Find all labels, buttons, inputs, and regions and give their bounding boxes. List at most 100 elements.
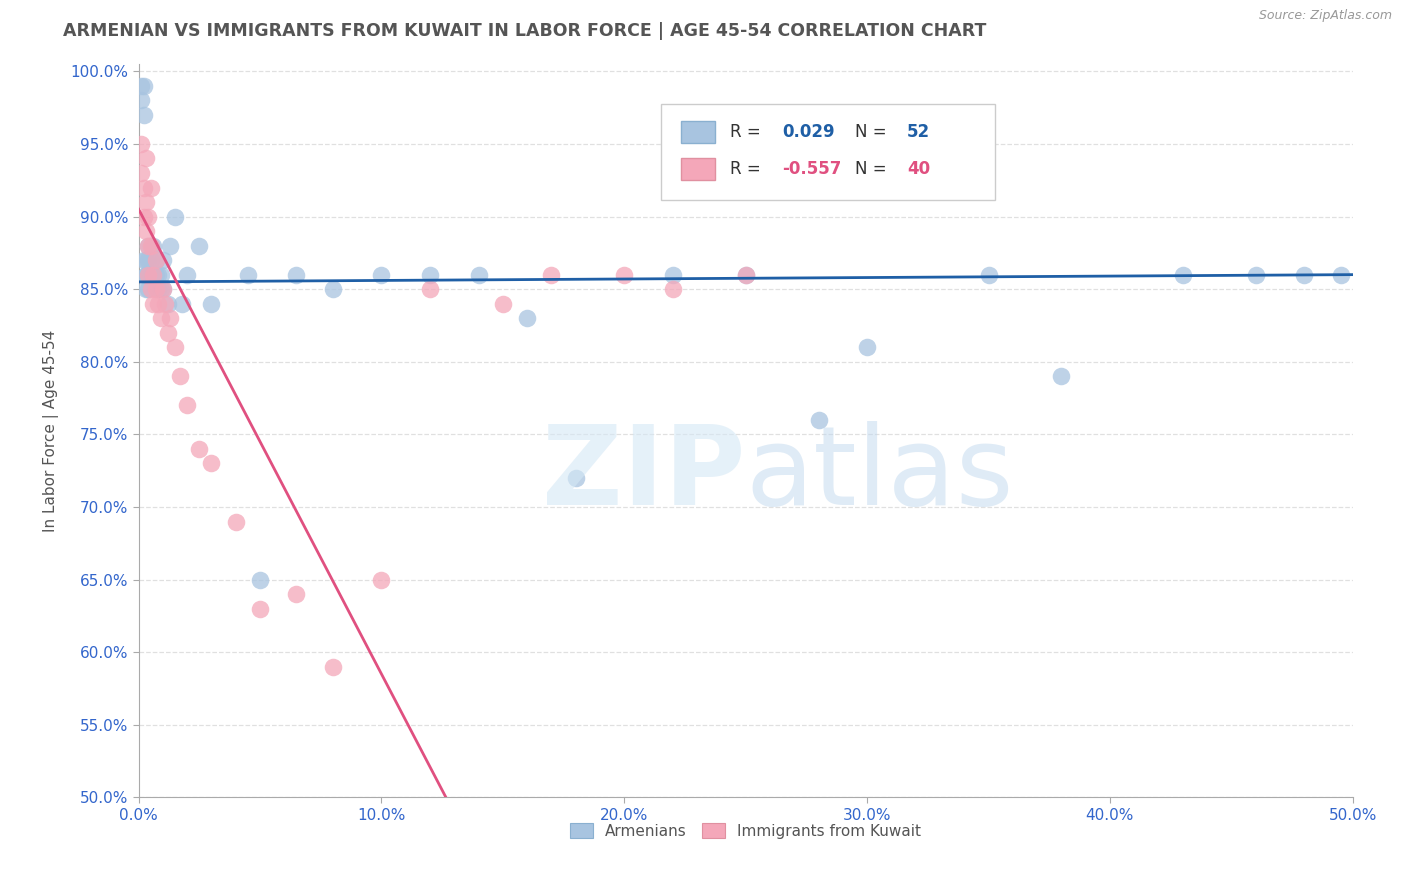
- Point: [172, 296, 194, 310]
- Point: [225, 515, 247, 529]
- Point: [132, 210, 155, 224]
- Point: [169, 369, 191, 384]
- Text: 52: 52: [907, 123, 931, 141]
- FancyBboxPatch shape: [661, 104, 994, 200]
- FancyBboxPatch shape: [682, 158, 716, 180]
- Point: [135, 268, 157, 282]
- Point: [662, 282, 685, 296]
- Point: [145, 268, 167, 282]
- Point: [129, 78, 152, 93]
- Point: [129, 94, 152, 108]
- Text: ZIP: ZIP: [543, 421, 745, 528]
- Point: [236, 268, 259, 282]
- Point: [856, 340, 879, 354]
- Point: [146, 268, 169, 282]
- Point: [139, 238, 162, 252]
- Point: [564, 471, 586, 485]
- Point: [132, 78, 155, 93]
- Point: [540, 268, 562, 282]
- Point: [419, 282, 441, 296]
- Text: -0.557: -0.557: [782, 160, 842, 178]
- Point: [285, 268, 308, 282]
- Point: [138, 238, 160, 252]
- Text: 40: 40: [907, 160, 931, 178]
- Point: [285, 587, 308, 601]
- Point: [155, 296, 177, 310]
- Point: [149, 282, 172, 296]
- Point: [176, 268, 198, 282]
- Point: [135, 268, 157, 282]
- Point: [132, 253, 155, 268]
- Point: [139, 180, 162, 194]
- Point: [138, 282, 160, 296]
- Point: [138, 253, 160, 268]
- Point: [734, 268, 756, 282]
- Point: [152, 282, 174, 296]
- Point: [142, 268, 165, 282]
- Text: Source: ZipAtlas.com: Source: ZipAtlas.com: [1258, 9, 1392, 22]
- Text: atlas: atlas: [745, 421, 1014, 528]
- Point: [1244, 268, 1267, 282]
- Point: [138, 268, 160, 282]
- Point: [156, 296, 179, 310]
- Point: [138, 210, 160, 224]
- Point: [135, 194, 157, 209]
- Point: [492, 296, 515, 310]
- Point: [322, 659, 344, 673]
- Point: [159, 311, 181, 326]
- FancyBboxPatch shape: [682, 121, 716, 144]
- Point: [149, 268, 172, 282]
- Point: [145, 253, 167, 268]
- Point: [156, 326, 179, 340]
- Point: [165, 340, 187, 354]
- Text: 0.029: 0.029: [782, 123, 835, 141]
- Point: [152, 282, 174, 296]
- Point: [1329, 268, 1351, 282]
- Point: [370, 268, 392, 282]
- Point: [419, 268, 441, 282]
- Point: [138, 268, 160, 282]
- Point: [149, 311, 172, 326]
- Point: [132, 180, 155, 194]
- Point: [249, 601, 271, 615]
- Legend: Armenians, Immigrants from Kuwait: Armenians, Immigrants from Kuwait: [564, 817, 928, 845]
- Text: N =: N =: [855, 160, 891, 178]
- Point: [176, 398, 198, 412]
- Y-axis label: In Labor Force | Age 45-54: In Labor Force | Age 45-54: [44, 330, 59, 532]
- Point: [188, 238, 211, 252]
- Point: [467, 268, 489, 282]
- Text: R =: R =: [730, 160, 766, 178]
- Point: [145, 253, 167, 268]
- Point: [135, 282, 157, 296]
- Text: N =: N =: [855, 123, 891, 141]
- Point: [977, 268, 1000, 282]
- Point: [1171, 268, 1194, 282]
- Point: [142, 238, 165, 252]
- Point: [142, 296, 165, 310]
- Point: [138, 238, 160, 252]
- Point: [129, 166, 152, 180]
- Point: [142, 268, 165, 282]
- Point: [516, 311, 538, 326]
- Point: [662, 268, 685, 282]
- Point: [152, 253, 174, 268]
- Point: [165, 210, 187, 224]
- Point: [145, 282, 167, 296]
- Point: [443, 834, 465, 848]
- Point: [1050, 369, 1073, 384]
- Point: [159, 238, 181, 252]
- Point: [139, 268, 162, 282]
- Text: R =: R =: [730, 123, 766, 141]
- Point: [132, 108, 155, 122]
- Point: [249, 573, 271, 587]
- Point: [146, 296, 169, 310]
- Point: [139, 282, 162, 296]
- Point: [135, 224, 157, 238]
- Point: [322, 282, 344, 296]
- Point: [188, 442, 211, 456]
- Point: [135, 152, 157, 166]
- Point: [613, 268, 636, 282]
- Point: [139, 238, 162, 252]
- Point: [734, 268, 756, 282]
- Point: [1294, 268, 1316, 282]
